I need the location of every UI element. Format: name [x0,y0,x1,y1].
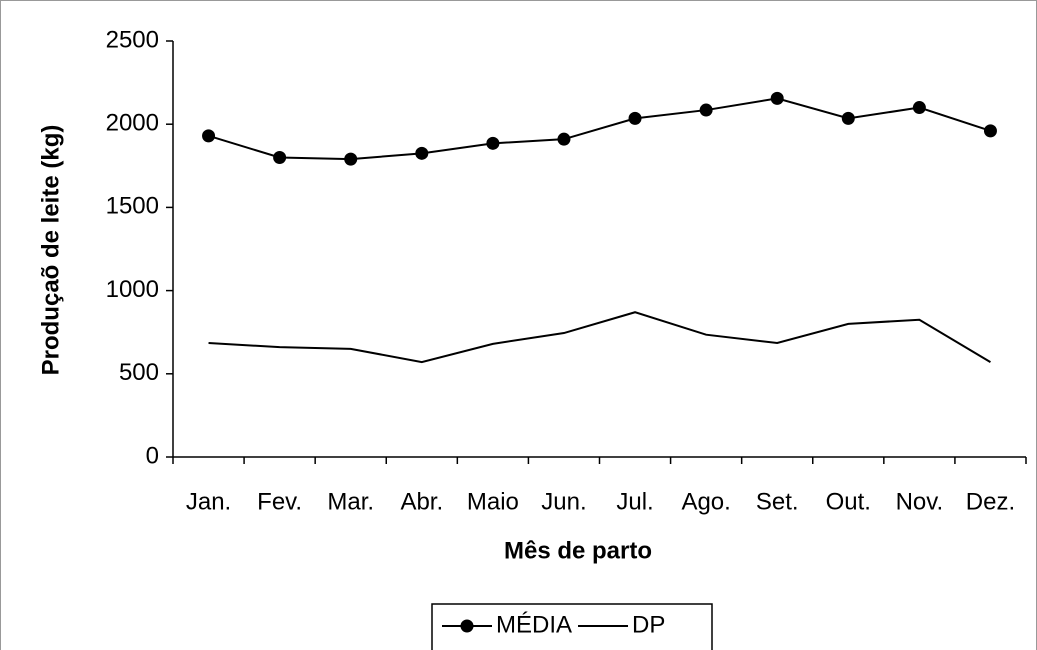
y-tick-label: 500 [119,359,159,386]
data-point [912,101,926,115]
legend-label: MÉDIA [496,611,572,638]
x-tick-label: Nov. [896,488,944,515]
data-point [415,146,429,160]
x-tick-label: Fev. [257,488,302,515]
data-point [273,150,287,164]
data-point [202,129,216,143]
legend-label: DP [632,611,665,638]
x-tick-label: Jun. [541,488,586,515]
data-point [841,111,855,125]
y-tick-label: 0 [146,442,159,469]
legend: MÉDIA DP [431,603,713,650]
data-point [983,124,997,138]
y-tick-label: 2000 [106,110,159,137]
data-line [208,97,991,161]
y-tick-label: 1000 [106,276,159,303]
y-axis-title: Produçaõ de leite (kg) [37,125,64,376]
x-axis-title: Mês de parto [504,537,652,564]
x-tick-label: Out. [826,488,871,515]
data-point [770,91,784,105]
x-tick-label: Ago. [681,488,730,515]
x-tick-label: Mar. [327,488,374,515]
y-tick-label: 2500 [106,26,159,53]
x-tick-label: Set. [756,488,799,515]
data-point [344,152,358,166]
x-tick-label: Maio [467,488,519,515]
y-tick-label: 1500 [106,193,159,220]
x-tick-label: Jul. [616,488,653,515]
data-line [208,311,991,364]
x-tick-label: Dez. [966,488,1015,515]
data-point [557,132,571,146]
data-point [486,136,500,150]
legend-marker [460,619,474,633]
data-point [628,111,642,125]
x-tick-label: Jan. [186,488,231,515]
x-tick-label: Abr. [400,488,443,515]
data-point [699,103,713,117]
